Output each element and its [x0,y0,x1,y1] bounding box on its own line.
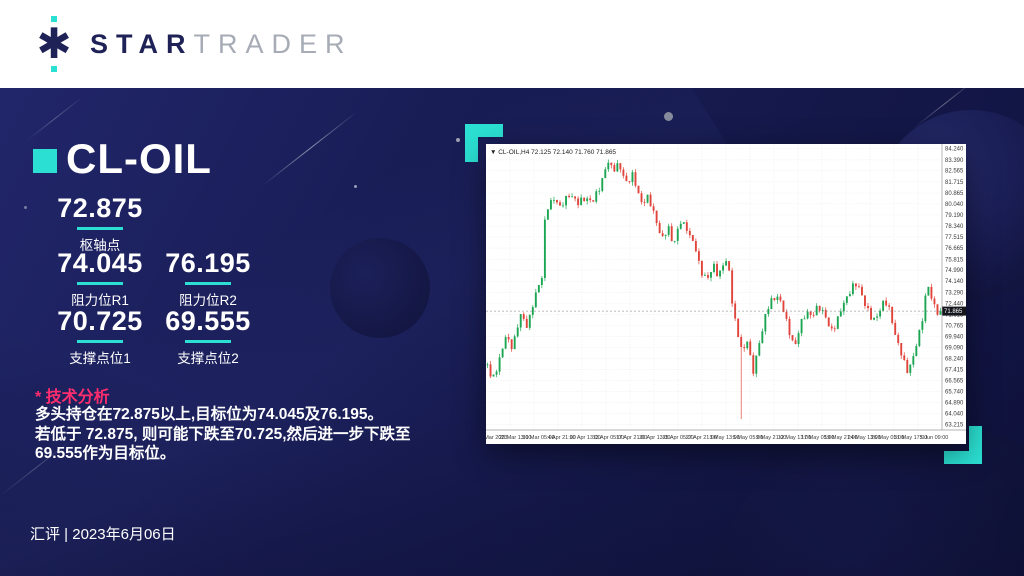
svg-text:77.515: 77.515 [945,235,964,241]
corner-bracket-top-left [465,124,503,162]
teal-underline [185,340,231,343]
svg-text:4 Apr 21:00: 4 Apr 21:00 [548,435,576,441]
background-dot [456,138,460,142]
svg-text:24 May 13:00: 24 May 13:00 [848,435,881,441]
analysis-line-3: 69.555作为目标位。 [35,445,176,462]
svg-text:70.765: 70.765 [945,324,964,330]
r1-label: 阻力位R1 [71,293,129,308]
teal-underline [185,282,231,285]
stat-pivot: 72.875 枢轴点 [44,193,156,254]
brand-logo: ✱ STAR TRADER [30,15,353,73]
header-bar: ✱ STAR TRADER [0,0,1024,88]
r2-label: 阻力位R2 [179,293,237,308]
svg-text:80.040: 80.040 [945,202,964,208]
background-dot [664,112,673,121]
pivot-label: 枢轴点 [79,238,121,253]
teal-underline [77,227,123,230]
comet-streak [27,96,83,141]
pivot-value: 72.875 [57,193,143,223]
svg-text:76.665: 76.665 [945,246,964,252]
stat-resistance-2: 76.195 阻力位R2 [152,248,264,309]
svg-text:69.090: 69.090 [945,346,964,352]
svg-text:67.415: 67.415 [945,368,964,374]
svg-text:31 Mar 05:00: 31 Mar 05:00 [522,435,554,441]
footer-date-line: 汇评 | 2023年6月06日 [30,526,176,543]
teal-underline [77,340,123,343]
svg-text:20 Apr 13:00: 20 Apr 13:00 [639,435,670,441]
corner-bracket-bottom-right [944,426,982,464]
svg-text:3 May 13:00: 3 May 13:00 [709,435,739,441]
brand-word-star: STAR [90,28,194,59]
svg-text:5 Jun 09:00: 5 Jun 09:00 [920,435,949,441]
svg-text:19 May 21:00: 19 May 21:00 [824,435,857,441]
svg-text:74.140: 74.140 [945,279,964,285]
s1-label: 支撑点位1 [69,351,131,366]
svg-text:31 May 17:00: 31 May 17:00 [894,435,927,441]
svg-text:64.890: 64.890 [945,401,964,407]
svg-text:69.940: 69.940 [945,334,964,340]
logo-teal-dot-top [51,16,57,22]
svg-text:66.565: 66.565 [945,379,964,385]
stat-support-2: 69.555 支撑点位2 [152,306,264,367]
s1-value: 70.725 [57,306,143,336]
candlestick-chart-svg: 84.240 83.390 82.565 81.715 80.865 80.040 79.1… [486,144,966,441]
svg-text:26 May 05:00: 26 May 05:00 [871,435,904,441]
analysis-line-1: 多头持仓在72.875以上,目标位为74.045及76.195。 [35,406,384,423]
svg-text:78.340: 78.340 [945,224,964,230]
svg-text:82.565: 82.565 [945,169,964,175]
svg-text:9 May 21:00: 9 May 21:00 [756,435,786,441]
svg-text:74.990: 74.990 [945,268,964,274]
svg-text:79.190: 79.190 [945,213,964,219]
analysis-heading: * 技术分析 [35,389,110,406]
instrument-title: CL-OIL [66,135,212,182]
svg-text:71.865: 71.865 [944,309,963,315]
svg-text:10 Apr 13:00: 10 Apr 13:00 [569,435,600,441]
s2-value: 69.555 [165,306,251,336]
teal-square-bullet [33,148,57,173]
s2-label: 支撑点位2 [177,351,239,366]
comet-streak [913,88,977,129]
content-stage: CL-OIL 72.875 枢轴点 74.045 阻力位R1 76.195 阻力… [0,88,1024,576]
svg-text:27 Apr 21:00: 27 Apr 21:00 [686,435,717,441]
r2-value: 76.195 [165,248,251,278]
analysis-line-2: 若低于 72.875, 则可能下跌至70.725,然后进一步下跌至 [35,425,411,443]
svg-text:17 May 05:00: 17 May 05:00 [801,435,834,441]
svg-text:▼ CL-OIL,H4 72.125 72.140 71.: ▼ CL-OIL,H4 72.125 72.140 71.760 71.865 [490,149,616,156]
svg-text:21 Mar 2023: 21 Mar 2023 [486,435,507,441]
svg-text:17 Apr 21:00: 17 Apr 21:00 [616,435,647,441]
svg-text:5 May 05:00: 5 May 05:00 [733,435,763,441]
background-dot [24,206,27,209]
svg-text:72.440: 72.440 [945,302,964,308]
sphere-decoration-middle [330,238,430,338]
brand-wordmark: STAR TRADER [90,29,353,60]
svg-text:63.215: 63.215 [945,423,964,429]
stat-resistance-1: 74.045 阻力位R1 [44,248,156,309]
price-chart: 84.240 83.390 82.565 81.715 80.865 80.040 79.1… [486,144,966,444]
brand-word-trader: TRADER [193,28,353,59]
instrument-title-row: CL-OIL [33,138,212,180]
asterisk-glyph: ✱ [36,20,72,67]
r1-value: 74.045 [57,248,143,278]
svg-text:75.815: 75.815 [945,257,964,263]
svg-text:84.240: 84.240 [945,147,964,153]
svg-text:80.865: 80.865 [945,191,964,197]
svg-text:65.740: 65.740 [945,389,964,395]
analysis-paragraph: 多头持仓在72.875以上,目标位为74.045及76.195。 若低于 72.… [35,405,465,464]
background-dot [120,408,123,411]
svg-text:83.390: 83.390 [945,158,964,164]
logo-teal-dot-bottom [51,66,57,72]
svg-text:12 May 13:00: 12 May 13:00 [778,435,811,441]
background-dot [354,185,357,188]
svg-text:25 Apr 05:00: 25 Apr 05:00 [662,435,693,441]
svg-text:28 Mar 13:00: 28 Mar 13:00 [499,435,531,441]
teal-underline [77,282,123,285]
stat-support-1: 70.725 支撑点位1 [44,306,156,367]
svg-text:68.240: 68.240 [945,357,964,363]
comet-streak [262,111,358,186]
svg-text:81.715: 81.715 [945,180,964,186]
svg-text:73.290: 73.290 [945,290,964,296]
svg-text:13 Apr 05:00: 13 Apr 05:00 [593,435,624,441]
star-logo-icon: ✱ [30,15,78,73]
svg-text:64.040: 64.040 [945,412,964,418]
